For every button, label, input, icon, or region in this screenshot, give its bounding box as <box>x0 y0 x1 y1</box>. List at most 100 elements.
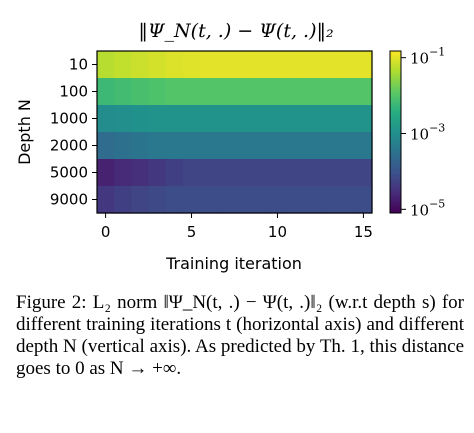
x-axis: 0 5 10 15 <box>101 213 373 241</box>
heatmap-cells <box>97 51 373 214</box>
heatmap-cell <box>320 159 339 187</box>
chart-title: ‖Ψ_N(t, .) − Ψ(t, .)‖₂ <box>138 20 333 42</box>
heatmap-cell <box>354 186 373 214</box>
heatmap-cell <box>303 51 322 79</box>
heatmap-cell <box>320 78 339 106</box>
heatmap-cell <box>268 159 287 187</box>
heatmap-cell <box>251 132 270 160</box>
heatmap-cell <box>114 159 132 187</box>
heatmap-cell <box>200 51 218 79</box>
heatmap-cell <box>303 186 322 214</box>
heatmap-cell <box>234 51 253 79</box>
heatmap-cell <box>337 51 356 79</box>
heatmap-cell <box>354 78 373 106</box>
heatmap-cell <box>182 105 201 133</box>
heatmap-cell <box>320 132 339 160</box>
heatmap-cell <box>182 159 201 187</box>
heatmap-cell <box>234 186 253 214</box>
heatmap-cell <box>337 105 356 133</box>
heatmap-cell <box>286 105 304 133</box>
heatmap-cell <box>234 78 253 106</box>
heatmap-cell <box>165 78 184 106</box>
heatmap-cell <box>131 132 150 160</box>
heatmap-cell <box>268 51 287 79</box>
heatmap-cell <box>114 51 132 79</box>
colorbar <box>389 50 402 214</box>
colorbar-tick-label: 10−5 <box>410 197 445 219</box>
heatmap-cell <box>217 159 236 187</box>
y-axis-label: Depth N <box>15 99 34 165</box>
heatmap-cell <box>165 159 184 187</box>
y-tick-label: 5000 <box>50 164 88 182</box>
heatmap-cell <box>148 51 167 79</box>
colorbar-tick-label: 10−3 <box>410 122 445 144</box>
heatmap-cell <box>217 51 236 79</box>
heatmap-cell <box>286 51 304 79</box>
heatmap-cell <box>320 186 339 214</box>
heatmap-cell <box>200 78 218 106</box>
y-tick-label: 2000 <box>50 137 88 155</box>
plot-frame <box>96 50 373 214</box>
heatmap-cell <box>182 186 201 214</box>
heatmap-cell <box>234 105 253 133</box>
heatmap-cell <box>97 51 115 79</box>
heatmap-cell <box>114 78 132 106</box>
heatmap-cell <box>217 78 236 106</box>
heatmap-cell <box>337 78 356 106</box>
heatmap-cell <box>337 159 356 187</box>
heatmap-cell <box>131 105 150 133</box>
y-axis: 10 100 1000 2000 5000 9000 <box>50 56 97 209</box>
heatmap-cell <box>303 159 322 187</box>
heatmap-cell <box>217 105 236 133</box>
heatmap-cell <box>303 78 322 106</box>
heatmap-cell <box>337 186 356 214</box>
heatmap-cell <box>268 132 287 160</box>
heatmap-cell <box>131 186 150 214</box>
heatmap-cell <box>97 132 115 160</box>
heatmap-cell <box>182 51 201 79</box>
heatmap-cell <box>165 132 184 160</box>
heatmap-cell <box>200 132 218 160</box>
y-tick-label: 10 <box>69 56 88 74</box>
heatmap-cell <box>148 159 167 187</box>
heatmap-cell <box>251 159 270 187</box>
heatmap-cell <box>354 159 373 187</box>
heatmap-cell <box>251 105 270 133</box>
heatmap-cell <box>148 186 167 214</box>
heatmap-cell <box>268 78 287 106</box>
heatmap-cell <box>286 78 304 106</box>
heatmap-cell <box>286 186 304 214</box>
y-tick-label: 1000 <box>50 110 88 128</box>
heatmap-cell <box>97 159 115 187</box>
x-tick-label: 5 <box>187 223 197 241</box>
heatmap-cell <box>148 132 167 160</box>
heatmap-cell <box>268 105 287 133</box>
heatmap-cell <box>131 51 150 79</box>
heatmap-cell <box>200 186 218 214</box>
y-tick-label: 9000 <box>50 191 88 209</box>
heatmap-cell <box>268 186 287 214</box>
x-axis-label: Training iteration <box>165 254 302 273</box>
heatmap-cell <box>200 159 218 187</box>
heatmap-cell <box>131 78 150 106</box>
heatmap-cell <box>165 186 184 214</box>
heatmap-cell <box>217 186 236 214</box>
heatmap-cell <box>114 105 132 133</box>
heatmap-cell <box>286 132 304 160</box>
heatmap-cell <box>165 105 184 133</box>
colorbar-ticks: 10−1 10−3 10−5 <box>401 46 445 219</box>
heatmap-cell <box>182 132 201 160</box>
heatmap-cell <box>148 105 167 133</box>
heatmap-cell <box>286 159 304 187</box>
heatmap-cell <box>337 132 356 160</box>
heatmap-cell <box>251 51 270 79</box>
heatmap-cell <box>303 105 322 133</box>
heatmap-cell <box>131 159 150 187</box>
heatmap-cell <box>320 105 339 133</box>
heatmap-cell <box>303 132 322 160</box>
heatmap-cell <box>114 132 132 160</box>
heatmap-cell <box>97 105 115 133</box>
caption-label: Figure 2: <box>16 292 87 313</box>
heatmap-cell <box>354 51 373 79</box>
